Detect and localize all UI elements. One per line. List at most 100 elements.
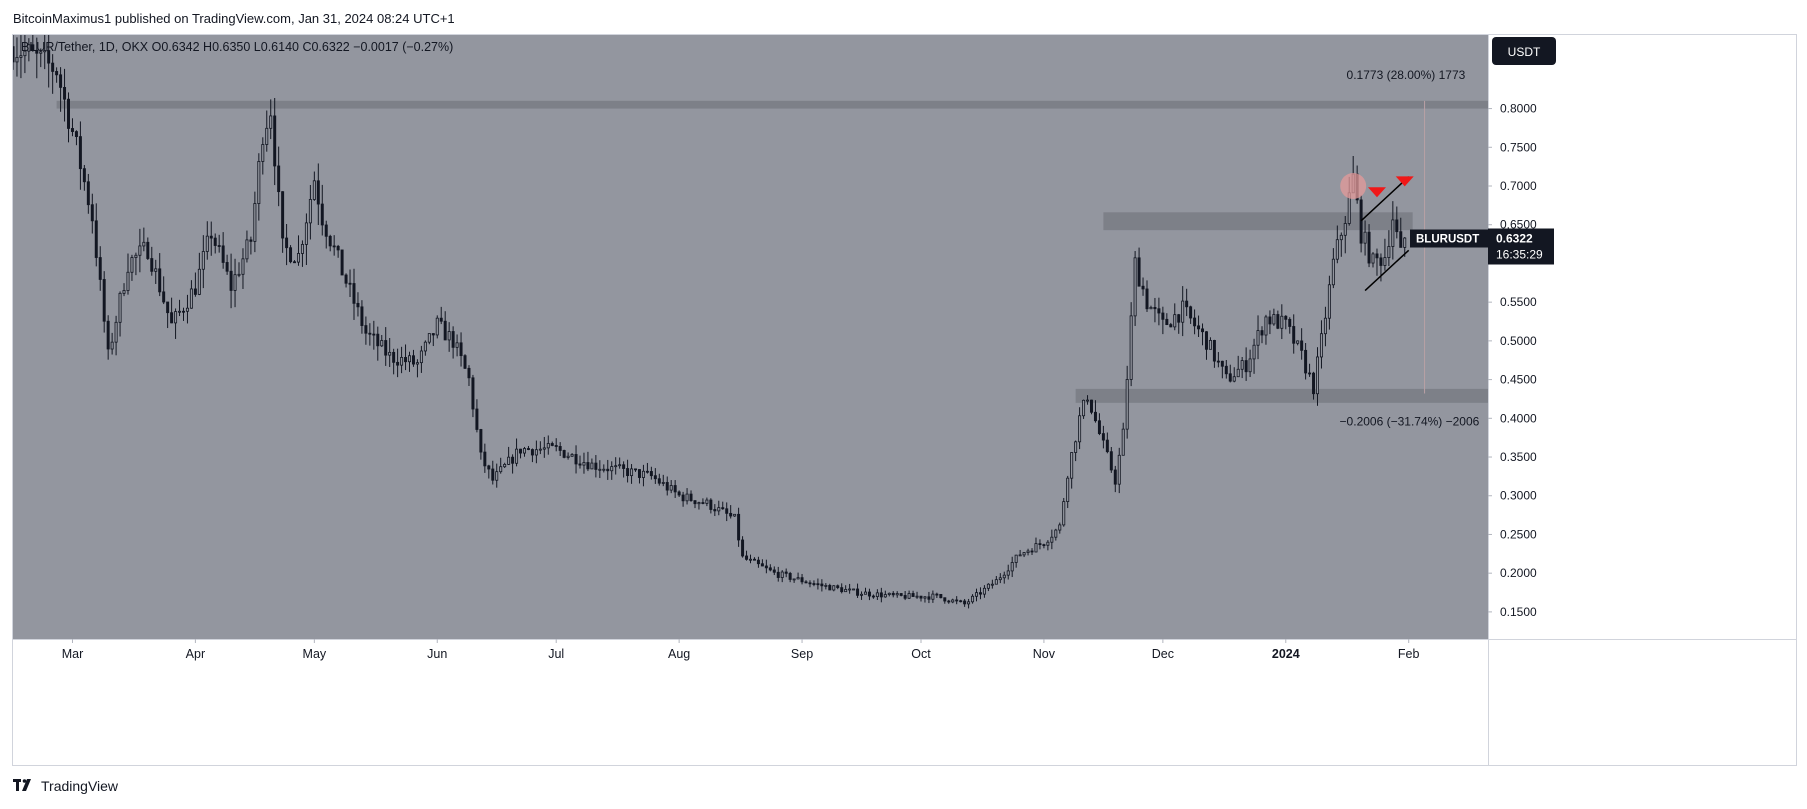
candle [657,473,661,486]
candle [1133,251,1137,326]
candle-body [1058,524,1062,531]
candle [566,452,570,460]
candle-body [871,595,875,598]
candle-body [526,448,530,450]
currency-button[interactable]: USDT [1492,37,1556,65]
candle-body [1264,316,1268,336]
candle-body [570,454,574,457]
candle-body [883,594,887,598]
candle [574,445,578,474]
candle [1121,422,1125,456]
candle-body [614,465,618,468]
candle-body [1280,315,1284,329]
candle-body [1141,285,1145,290]
candle [606,459,610,480]
candle [1371,252,1375,268]
candle [249,236,253,255]
candle [1086,395,1090,405]
candle-body [594,462,598,470]
candle-body [1204,331,1208,350]
candle [178,299,182,317]
candle-body [887,592,891,595]
candle [463,354,467,369]
footer-brand[interactable]: TradingView [13,778,118,794]
candle [519,448,523,459]
candle [899,592,903,597]
candle-body [812,583,816,585]
candle [396,348,400,378]
candle-body [27,44,31,52]
y-tick-label: 0.1500 [1500,605,1537,619]
candle [475,399,479,433]
candle-body [967,601,971,605]
candle-body [1248,358,1252,373]
chart-container[interactable]: 0.1773 (28.00%) 1773 −0.2006 (−31.74%) −2… [12,34,1797,766]
candle-body [681,494,685,502]
candle-body [582,462,586,466]
candle [515,438,519,467]
candle-body [1082,399,1086,417]
candle [431,333,435,347]
candle-body [1129,315,1133,380]
candle-body [693,500,697,505]
candle-body [990,583,994,586]
candle [669,480,673,494]
candle-body [649,471,653,477]
candle [174,308,178,339]
candle-body [193,288,197,295]
candle-body [1030,550,1034,553]
candle [554,438,558,452]
time-axis [13,639,1488,765]
candle-body [784,571,788,574]
candle [491,460,495,485]
candle [27,38,31,62]
candle [126,253,130,295]
candle [935,592,939,598]
candle-body [59,74,63,88]
candle-body [269,115,273,129]
candle [1006,564,1010,580]
down-triangle-marker [1395,176,1414,187]
candle-body [197,268,201,295]
candle-body [1002,574,1006,579]
candle [1276,310,1280,330]
candle [931,590,935,603]
candle-body [419,350,423,364]
candle [1343,215,1347,254]
candle-body [935,593,939,596]
candle-body [1034,543,1038,553]
price-chart[interactable]: 0.1773 (28.00%) 1773 −0.2006 (−31.74%) −2… [13,35,1796,765]
candle [796,572,800,580]
candle-body [1062,501,1066,526]
candle [1375,248,1379,276]
candle [927,591,931,604]
candle [741,536,745,558]
candle [459,332,463,367]
candle [745,550,749,561]
candle [300,240,304,267]
candle [1125,365,1129,439]
candle-body [986,583,990,589]
candle [269,99,273,140]
candle-body [927,596,931,600]
candle [634,468,638,472]
x-tick-label: Aug [668,647,690,661]
candle [947,599,951,604]
candle-body [499,466,503,473]
candle-body [998,577,1002,581]
footer-brand-label: TradingView [41,778,119,794]
candle [586,451,590,472]
candle-body [903,595,907,599]
candle-body [1236,368,1240,378]
candle [86,173,90,214]
candle-body [1208,340,1212,350]
candle [67,92,71,143]
candle [376,326,380,361]
candle-body [1399,231,1403,248]
candle [923,596,927,603]
candle [955,596,959,605]
candle-body [772,569,776,573]
candle [526,445,530,451]
candle [618,457,622,469]
candle-body [637,469,641,478]
